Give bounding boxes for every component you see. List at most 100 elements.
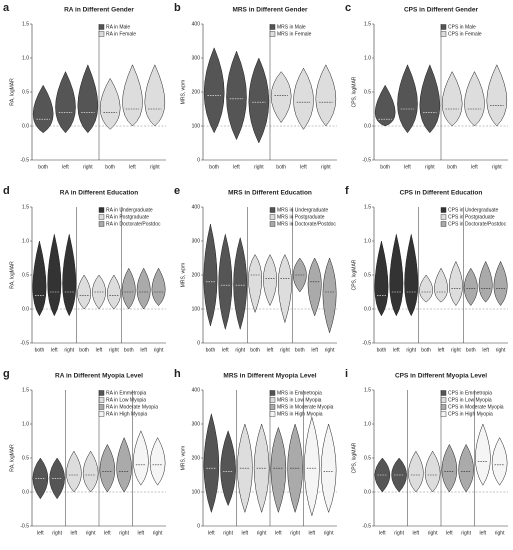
- violin: [322, 257, 337, 334]
- x-tick-label: left: [129, 164, 136, 170]
- violin: [144, 64, 166, 127]
- x-tick-label: left: [140, 347, 147, 353]
- y-tick-label: 0.0: [364, 489, 371, 495]
- x-tick-label: both: [276, 164, 286, 170]
- y-axis-label: CPS, logMAR: [351, 259, 357, 290]
- x-tick-label: both: [466, 347, 476, 353]
- x-tick-label: left: [37, 530, 44, 536]
- y-tick-label: 0.5: [364, 89, 371, 95]
- x-tick-label: right: [223, 530, 233, 536]
- legend-label: RA in Doctorate/Postdoc: [106, 221, 161, 227]
- x-tick-label: left: [104, 530, 111, 536]
- x-tick-label: left: [379, 530, 386, 536]
- panel-label: d: [3, 185, 10, 197]
- legend-label: MRS in Doctorate/Postdoc: [277, 221, 336, 227]
- violin: [122, 64, 143, 127]
- x-tick-label: right: [324, 530, 334, 536]
- x-tick-label: right: [119, 530, 129, 536]
- x-tick-label: right: [325, 347, 335, 353]
- legend-label: RA in Low Myopia: [106, 397, 146, 403]
- violin: [307, 257, 322, 317]
- legend-swatch: [440, 404, 447, 410]
- legend-swatch: [440, 411, 447, 417]
- panel-label: f: [345, 185, 349, 197]
- legend-swatch: [98, 31, 105, 37]
- x-tick-label: both: [447, 164, 457, 170]
- chart-title: RA in Different Myopia Level: [55, 373, 143, 380]
- chart-title: RA in Different Gender: [64, 7, 134, 14]
- legend-label: MRS in Postgraduate: [277, 214, 325, 220]
- y-tick-label: 300: [192, 421, 201, 427]
- y-tick-label: 300: [192, 55, 201, 61]
- legend-swatch: [440, 221, 447, 227]
- x-tick-label: both: [105, 164, 115, 170]
- panel-label: a: [3, 2, 10, 14]
- violin: [463, 267, 478, 307]
- y-tick-label: -0.5: [20, 157, 29, 163]
- violin: [106, 274, 121, 310]
- legend-swatch: [269, 411, 276, 417]
- legend-swatch: [269, 214, 276, 220]
- legend-swatch: [269, 397, 276, 403]
- legend-swatch: [440, 24, 447, 30]
- legend-label: RA in Moderate Myopia: [106, 404, 158, 410]
- violin: [226, 50, 247, 141]
- violin: [270, 71, 292, 124]
- violin: [149, 437, 166, 486]
- violin: [404, 234, 419, 317]
- legend-swatch: [440, 397, 447, 403]
- violin: [220, 430, 236, 507]
- violin: [248, 254, 263, 314]
- violin: [278, 254, 292, 324]
- violin: [475, 423, 491, 486]
- y-tick-label: 1.0: [364, 421, 371, 427]
- x-tick-label: right: [290, 530, 300, 536]
- x-tick-label: right: [496, 347, 506, 353]
- y-axis-label: CPS, logMAR: [351, 76, 357, 107]
- violin: [397, 64, 418, 134]
- x-tick-label: right: [153, 530, 163, 536]
- violin: [32, 84, 54, 134]
- y-tick-label: 1.0: [22, 55, 29, 61]
- x-tick-label: right: [425, 164, 435, 170]
- violin: [136, 267, 151, 310]
- violin: [434, 267, 448, 303]
- y-tick-label: 0.5: [364, 272, 371, 278]
- legend-label: RA in Emmetropia: [106, 390, 147, 396]
- legend-swatch: [98, 214, 105, 220]
- legend-label: MRS in High Myopia: [277, 411, 323, 417]
- x-tick-label: left: [311, 347, 318, 353]
- violin: [218, 233, 233, 331]
- legend-label: RA in Female: [106, 31, 136, 37]
- legend-label: CPS in Doctorate/Postdoc: [448, 221, 507, 227]
- violin: [92, 274, 106, 310]
- x-tick-label: both: [421, 347, 431, 353]
- x-tick-label: right: [495, 530, 505, 536]
- legend-swatch: [269, 24, 276, 30]
- chart-title: MRS in Different Gender: [232, 7, 308, 14]
- y-tick-label: 100: [192, 306, 201, 312]
- violin: [320, 423, 337, 514]
- legend-swatch: [440, 390, 447, 396]
- y-axis-label: MRS, wpm: [180, 263, 186, 287]
- x-tick-label: left: [62, 164, 69, 170]
- violin: [374, 84, 396, 127]
- violin: [151, 267, 166, 306]
- violin: [203, 412, 220, 514]
- x-tick-label: left: [242, 530, 249, 536]
- legend-swatch: [440, 31, 447, 37]
- y-tick-label: 100: [192, 489, 201, 495]
- panel-label: h: [174, 368, 181, 380]
- x-tick-label: right: [109, 347, 119, 353]
- legend-label: CPS in Postgraduate: [448, 214, 495, 220]
- y-tick-label: 1.0: [364, 238, 371, 244]
- violin: [389, 234, 404, 317]
- violin: [419, 274, 434, 303]
- violin: [263, 254, 277, 307]
- violin: [493, 260, 508, 307]
- chart-title: RA in Different Education: [60, 190, 139, 197]
- x-tick-label: right: [492, 164, 502, 170]
- violin: [203, 223, 218, 327]
- legend-swatch: [98, 390, 105, 396]
